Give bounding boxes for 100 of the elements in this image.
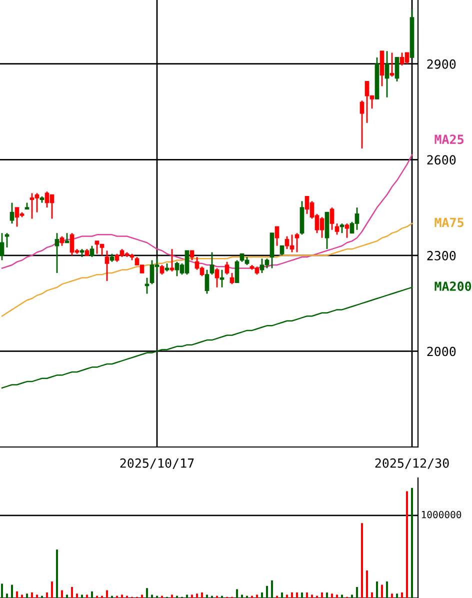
candlestick (380, 50, 384, 87)
bar (236, 589, 238, 598)
candlestick (60, 236, 64, 247)
bar (76, 594, 78, 598)
bar (61, 590, 63, 598)
bar (296, 592, 298, 598)
line-series (1, 286, 413, 389)
candlestick (344, 222, 350, 239)
candlestick (340, 222, 344, 234)
bar (36, 594, 38, 598)
bar (21, 594, 23, 598)
bar (301, 592, 303, 598)
bar (206, 594, 208, 598)
bar (16, 591, 18, 598)
bar (11, 584, 13, 598)
candlestick (270, 232, 274, 269)
candlestick (190, 250, 194, 261)
y-tick-label: 2600 (427, 155, 456, 165)
bar (71, 586, 73, 598)
series-label: MA75 (434, 218, 464, 228)
bar (256, 594, 258, 598)
bar (241, 594, 243, 598)
bar (271, 580, 273, 598)
candlestick (214, 268, 220, 288)
bar (151, 594, 153, 598)
bar (66, 594, 68, 598)
bar (31, 592, 33, 598)
bar (196, 594, 198, 598)
text: 1000000 (422, 510, 462, 518)
bar (86, 594, 88, 598)
candlestick (54, 232, 60, 274)
bar (186, 594, 188, 598)
candlestick (90, 245, 94, 258)
bar (26, 594, 28, 598)
bar (326, 592, 328, 598)
series-label: MA200 (434, 282, 472, 291)
candlestick (230, 272, 234, 285)
bar (381, 584, 383, 598)
bar (51, 581, 53, 598)
bar (406, 491, 408, 598)
bar (121, 594, 123, 598)
bar (311, 594, 313, 598)
candlestick (274, 226, 280, 247)
bar (341, 594, 343, 598)
bar (306, 592, 308, 598)
candlestick (330, 206, 334, 231)
bar (366, 570, 368, 598)
bar (371, 592, 373, 598)
candlestick (234, 260, 240, 284)
bar (201, 592, 203, 598)
x-tick-label: 2025/12/30 (375, 458, 449, 469)
bar (1, 584, 3, 598)
bar (386, 581, 388, 598)
candlestick (144, 277, 150, 294)
bar (91, 591, 93, 598)
bar (81, 594, 83, 598)
bar (411, 488, 413, 598)
bar (191, 594, 193, 598)
candlestick (224, 261, 230, 276)
bar (281, 592, 283, 598)
y-tick-label: 2300 (427, 250, 456, 260)
bar (331, 594, 333, 598)
bar (56, 550, 58, 598)
bar (171, 594, 173, 598)
candlestick (64, 232, 70, 244)
y-tick-label: 2000 (427, 346, 456, 356)
bar (361, 523, 363, 598)
candlestick (204, 269, 210, 294)
bar (146, 588, 148, 598)
candlestick (104, 250, 110, 282)
candlestick (394, 56, 400, 82)
bar (356, 586, 358, 598)
candlestick (280, 245, 284, 256)
bar (286, 594, 288, 598)
text: MA25 (434, 134, 464, 144)
bar (141, 594, 143, 598)
x-tick-label: 2025/10/17 (120, 458, 194, 469)
bar (336, 594, 338, 598)
candlestick (0, 232, 4, 261)
candlestick (220, 269, 224, 288)
bar (396, 594, 398, 598)
bar (401, 592, 403, 598)
candlestick (384, 50, 390, 98)
candlestick (334, 222, 340, 236)
candlestick (294, 232, 300, 253)
candlestick (10, 202, 14, 224)
bar (261, 592, 263, 598)
bar (291, 592, 293, 598)
bar (6, 594, 8, 598)
candlestick (390, 52, 394, 78)
bar (46, 592, 48, 598)
bar (106, 590, 108, 598)
bar (266, 586, 268, 598)
bar (376, 581, 378, 598)
bar (321, 592, 323, 598)
line-series (1, 222, 413, 317)
y-tick-label: 2900 (427, 59, 456, 69)
candlestick (360, 100, 364, 150)
candlestick (210, 252, 214, 276)
bar (351, 594, 353, 598)
